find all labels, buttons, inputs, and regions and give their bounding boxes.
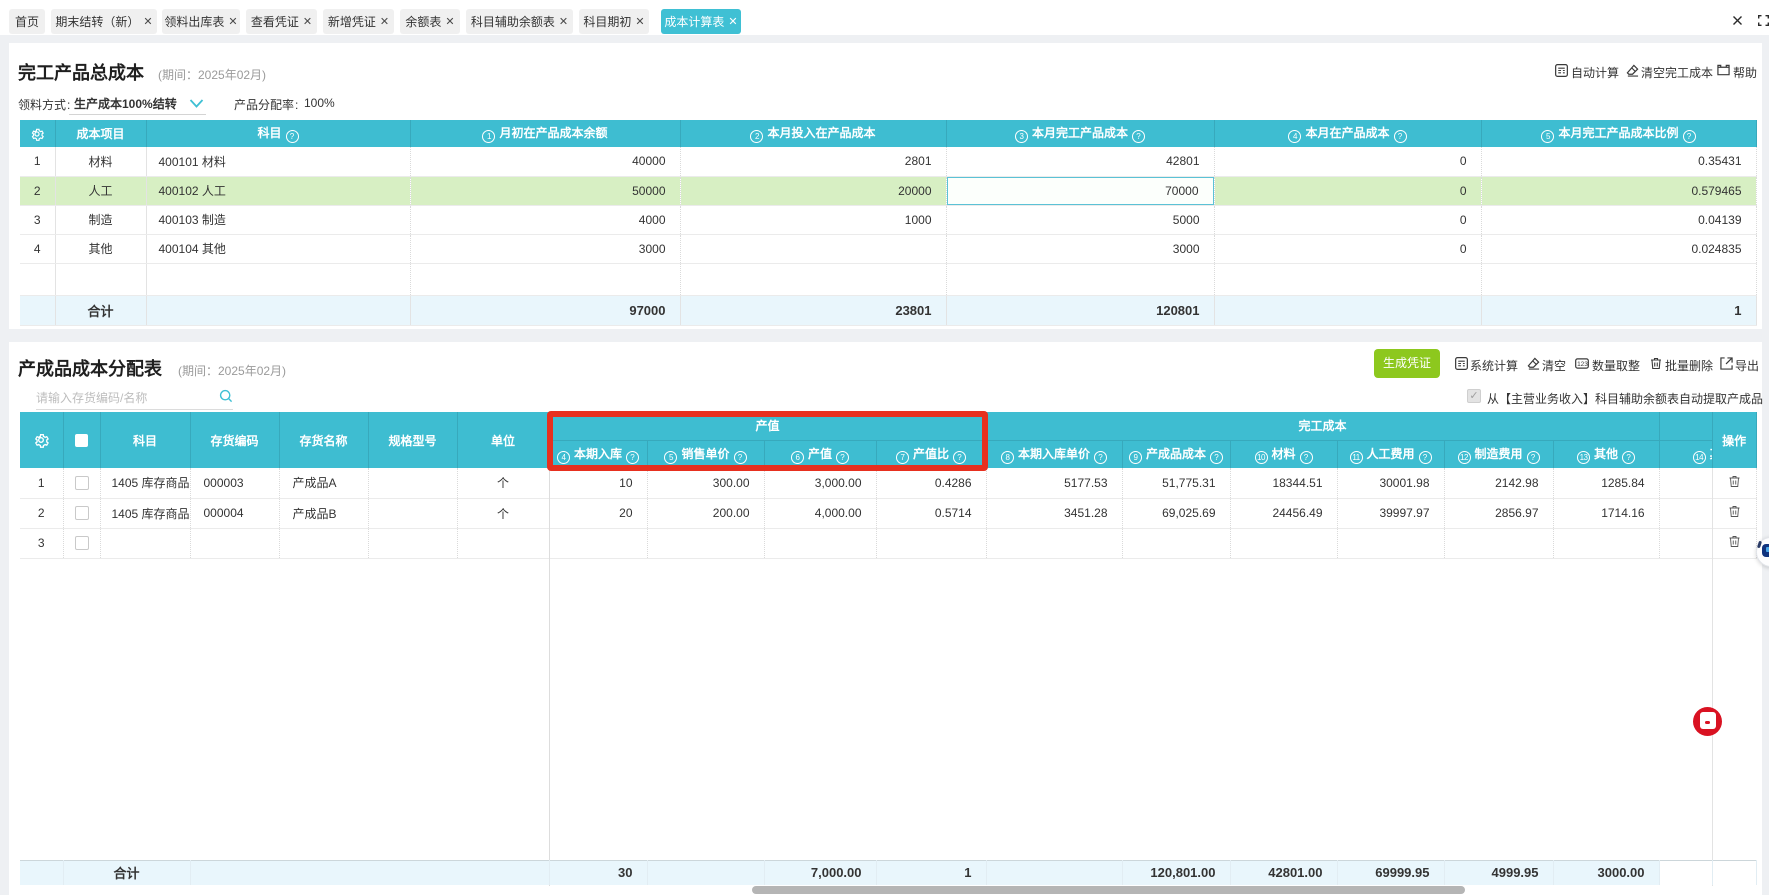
svg-text:123: 123 <box>1577 361 1588 368</box>
